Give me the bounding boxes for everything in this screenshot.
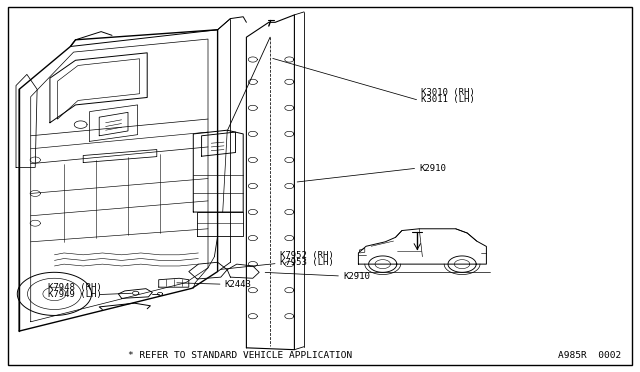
Text: * REFER TO STANDARD VEHICLE APPLICATION: * REFER TO STANDARD VEHICLE APPLICATION: [128, 351, 352, 360]
Text: K3011 (LH): K3011 (LH): [421, 95, 475, 104]
Text: K2910: K2910: [419, 164, 446, 173]
Text: K7948 (RH): K7948 (RH): [48, 283, 102, 292]
Text: K3010 (RH): K3010 (RH): [421, 88, 475, 97]
Text: A985R  0002: A985R 0002: [557, 351, 621, 360]
Text: K7949 (LH): K7949 (LH): [48, 290, 102, 299]
Text: K2443: K2443: [225, 280, 252, 289]
Text: K7953 (LH): K7953 (LH): [280, 258, 333, 267]
Text: K2910: K2910: [343, 272, 370, 280]
Text: K7952 (RH): K7952 (RH): [280, 251, 333, 260]
